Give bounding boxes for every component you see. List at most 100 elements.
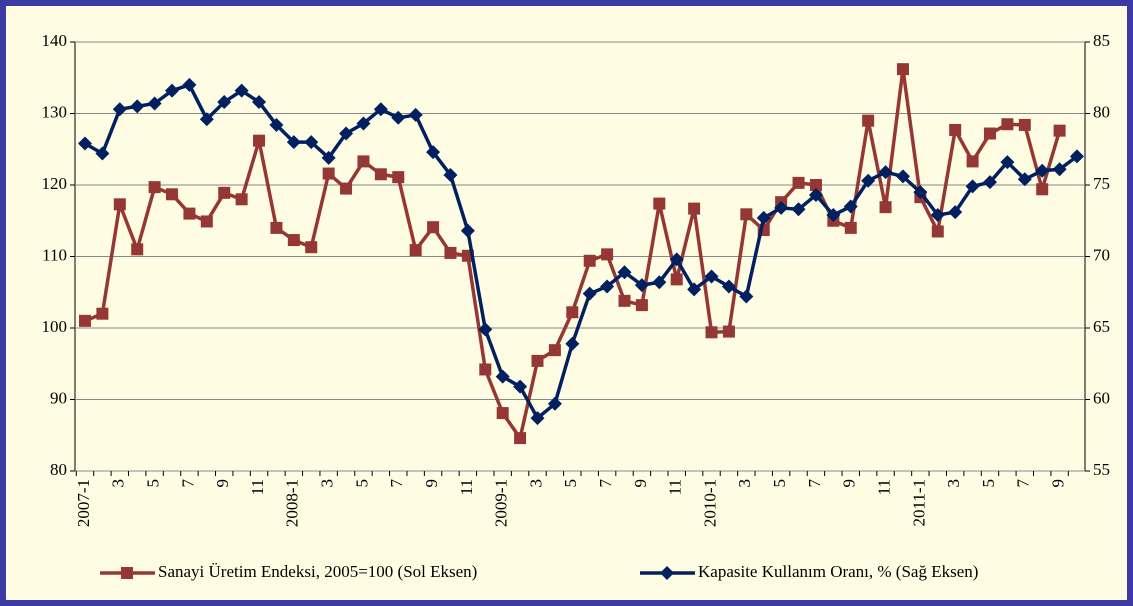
y-tick-label: 100 <box>42 317 68 336</box>
marker <box>1001 118 1014 131</box>
marker <box>930 208 945 223</box>
marker <box>495 369 510 384</box>
marker <box>688 202 701 215</box>
marker <box>234 83 249 98</box>
marker <box>582 286 597 301</box>
marker <box>217 95 232 110</box>
y-tick-label: 140 <box>42 31 68 50</box>
marker <box>460 223 475 238</box>
marker <box>112 102 127 117</box>
x-tick-label: 2011-1 <box>909 479 928 527</box>
y-tick-label: 130 <box>42 102 68 121</box>
marker <box>78 136 92 151</box>
marker <box>182 77 197 92</box>
marker <box>1035 163 1050 178</box>
y2-tick-label: 85 <box>1093 31 1110 50</box>
marker <box>722 325 735 338</box>
marker <box>618 294 631 307</box>
marker <box>391 110 406 125</box>
marker <box>427 221 440 234</box>
marker <box>253 134 266 147</box>
x-tick-label: 3 <box>318 479 337 488</box>
legend-label: Sanayi Üretim Endeksi, 2005=100 (Sol Eks… <box>158 562 477 581</box>
y-tick-label: 80 <box>50 460 67 479</box>
y2-tick-label: 55 <box>1093 460 1110 479</box>
marker <box>408 107 423 122</box>
x-tick-label: 3 <box>944 479 963 488</box>
x-tick-label: 2007-1 <box>74 479 93 527</box>
marker <box>121 567 133 579</box>
marker <box>479 363 492 376</box>
marker <box>565 336 580 351</box>
marker <box>878 165 893 180</box>
x-tick-label: 11 <box>248 479 267 495</box>
marker <box>478 322 493 337</box>
y2-tick-label: 70 <box>1093 245 1110 264</box>
marker <box>339 126 354 141</box>
x-tick-label: 9 <box>422 479 441 488</box>
marker <box>322 167 335 180</box>
y2-tick-label: 80 <box>1093 102 1110 121</box>
x-tick-label: 5 <box>561 479 580 488</box>
marker <box>862 114 875 127</box>
marker <box>79 314 91 327</box>
x-tick-label: 7 <box>1014 479 1033 488</box>
marker <box>1052 162 1067 177</box>
marker <box>321 150 336 165</box>
x-tick-label: 9 <box>213 479 232 488</box>
marker <box>949 123 962 136</box>
marker <box>113 198 126 211</box>
marker <box>774 200 789 215</box>
marker <box>652 275 667 290</box>
marker <box>965 179 980 194</box>
x-tick-label: 5 <box>144 479 163 488</box>
marker <box>166 188 179 201</box>
marker <box>252 95 267 110</box>
x-tick-label: 5 <box>352 479 371 488</box>
marker <box>96 307 109 320</box>
marker <box>705 326 718 339</box>
x-tick-label: 11 <box>874 479 893 495</box>
x-tick-label: 3 <box>526 479 545 488</box>
y-tick-label: 110 <box>42 245 67 264</box>
y2-tick-label: 60 <box>1093 388 1110 407</box>
x-tick-label: 11 <box>666 479 685 495</box>
marker <box>983 127 996 140</box>
marker <box>634 278 649 293</box>
marker <box>635 299 648 312</box>
x-tick-label: 9 <box>1049 479 1068 488</box>
marker <box>791 202 806 217</box>
marker <box>286 135 301 150</box>
marker <box>617 265 632 280</box>
marker <box>1017 172 1032 187</box>
marker <box>287 234 300 247</box>
marker <box>792 176 805 189</box>
y-tick-label: 90 <box>50 388 67 407</box>
marker <box>687 282 702 297</box>
x-tick-label: 2010-1 <box>700 479 719 527</box>
marker <box>1036 183 1049 196</box>
x-tick-label: 7 <box>178 479 197 488</box>
marker <box>931 225 944 238</box>
marker <box>183 207 196 220</box>
marker <box>200 215 213 228</box>
marker <box>861 173 876 188</box>
x-tick-label: 3 <box>735 479 754 488</box>
x-tick-label: 7 <box>596 479 615 488</box>
x-tick-label: 7 <box>387 479 406 488</box>
marker <box>669 252 684 267</box>
marker <box>879 201 892 214</box>
marker <box>548 344 561 357</box>
marker <box>270 221 283 234</box>
marker <box>583 254 596 267</box>
marker <box>530 411 545 426</box>
marker <box>392 171 405 184</box>
marker <box>340 182 353 195</box>
marker <box>808 188 823 203</box>
marker <box>426 145 441 160</box>
marker <box>653 197 666 210</box>
marker <box>531 354 544 367</box>
marker <box>496 407 509 420</box>
marker <box>1018 118 1031 131</box>
